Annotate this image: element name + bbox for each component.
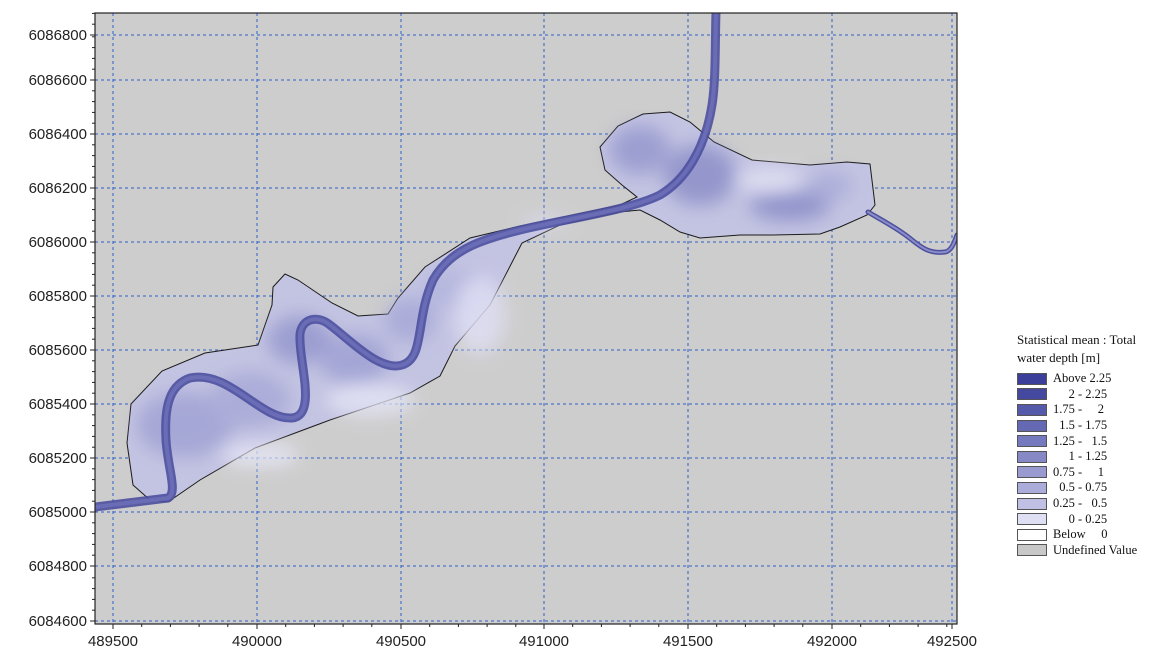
- legend-item: Above 2.25: [1017, 371, 1167, 387]
- legend-item: 0.25 - 0.5: [1017, 496, 1167, 512]
- legend-items: Above 2.25 2 - 2.25 1.75 - 2 1.5 - 1.75 1.…: [1017, 371, 1167, 558]
- plot-frame: [94, 12, 958, 625]
- y-tick-label: 6086800: [29, 27, 87, 44]
- legend-item: Below 0: [1017, 527, 1167, 543]
- legend-label: 1 - 1.25: [1053, 449, 1108, 464]
- legend-swatch: [1017, 372, 1047, 385]
- legend-item: 0 - 0.25: [1017, 511, 1167, 527]
- legend-label: Above 2.25: [1053, 371, 1112, 386]
- legend-label: Undefined Value: [1053, 542, 1138, 557]
- legend-swatch: [1017, 513, 1047, 526]
- y-tick-label: 6086200: [29, 180, 87, 197]
- legend-swatch: [1017, 528, 1047, 541]
- x-tick-label: 489500: [88, 633, 138, 650]
- legend-item: 1.75 - 2: [1017, 402, 1167, 418]
- y-tick-label: 6085000: [29, 504, 87, 521]
- y-tick-label: 6084800: [29, 558, 87, 575]
- water-depth-map: 6084600 6084800 6085000 6085200 6085400 60856…: [29, 12, 977, 650]
- legend-title-line1: Statistical mean : Total: [1017, 332, 1137, 347]
- legend-item: 0.5 - 0.75: [1017, 480, 1167, 496]
- x-axis: 489500 490000 490500 491000 491500 492000 4925…: [88, 624, 977, 650]
- y-tick-label: 6086600: [29, 72, 87, 89]
- y-tick-label: 6085200: [29, 450, 87, 467]
- legend-item: 0.75 - 1: [1017, 465, 1167, 481]
- x-tick-label: 491000: [519, 633, 569, 650]
- y-tick-label: 6086000: [29, 234, 87, 251]
- x-tick-label: 490000: [232, 633, 282, 650]
- legend-swatch: [1017, 481, 1047, 494]
- legend-swatch: [1017, 450, 1047, 463]
- legend-label: 0.75 - 1: [1053, 464, 1105, 479]
- y-tick-label: 6085400: [29, 396, 87, 413]
- plot-background: [95, 13, 957, 624]
- y-tick-label: 6086400: [29, 126, 87, 143]
- x-tick-label: 492500: [927, 633, 977, 650]
- legend-item: 2 - 2.25: [1017, 387, 1167, 403]
- x-tick-label: 491500: [663, 633, 713, 650]
- x-tick-label: 492000: [807, 633, 857, 650]
- legend-label: 0.25 - 0.5: [1053, 496, 1108, 511]
- legend-swatch: [1017, 419, 1047, 432]
- legend-swatch: [1017, 388, 1047, 401]
- legend-item: 1.25 - 1.5: [1017, 433, 1167, 449]
- flood-area: [95, 13, 957, 512]
- legend-item: Undefined Value: [1017, 543, 1167, 559]
- legend-title: Statistical mean : Total water depth [m]: [1017, 331, 1167, 367]
- legend-label: 0 - 0.25: [1053, 511, 1108, 526]
- legend-label: 2 - 2.25: [1053, 386, 1108, 401]
- y-tick-label: 6085600: [29, 342, 87, 359]
- y-tick-label: 6084600: [29, 613, 87, 630]
- legend-label: Below 0: [1053, 527, 1108, 542]
- legend-label: 1.5 - 1.75: [1053, 418, 1108, 433]
- legend-swatch: [1017, 466, 1047, 479]
- y-axis: 6084600 6084800 6085000 6085200 6085400 60856…: [29, 12, 95, 630]
- legend: Statistical mean : Total water depth [m]…: [1017, 331, 1167, 558]
- legend-swatch: [1017, 403, 1047, 416]
- legend-swatch: [1017, 497, 1047, 510]
- x-tick-label: 490500: [376, 633, 426, 650]
- legend-item: 1.5 - 1.75: [1017, 418, 1167, 434]
- legend-title-line2: water depth [m]: [1017, 350, 1101, 365]
- legend-swatch: [1017, 435, 1047, 448]
- legend-label: 0.5 - 0.75: [1053, 480, 1108, 495]
- legend-label: 1.75 - 2: [1053, 402, 1105, 417]
- legend-label: 1.25 - 1.5: [1053, 433, 1108, 448]
- legend-item: 1 - 1.25: [1017, 449, 1167, 465]
- flood-extent-polygon: [126, 111, 876, 503]
- legend-swatch: [1017, 544, 1047, 557]
- y-tick-label: 6085800: [29, 288, 87, 305]
